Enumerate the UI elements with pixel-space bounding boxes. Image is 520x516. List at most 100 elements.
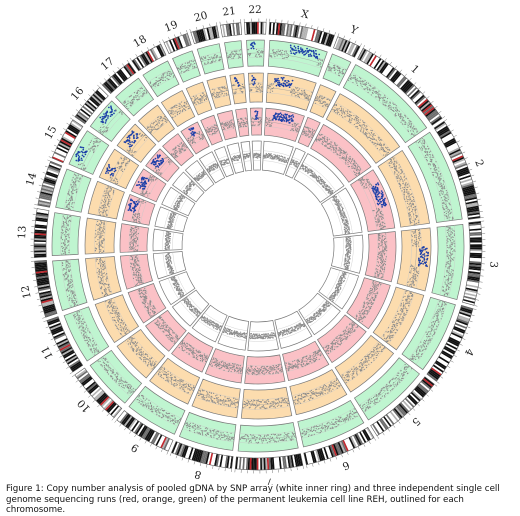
cn-point: [376, 402, 377, 403]
cn-point: [359, 170, 360, 171]
ideogram-tick: [67, 123, 70, 125]
cn-point: [382, 222, 383, 223]
cn-point: [436, 315, 437, 316]
cn-point: [402, 120, 403, 121]
cn-point: [381, 149, 382, 150]
cn-point: [340, 341, 341, 342]
cn-point: [402, 373, 403, 374]
ideogram-tick: [474, 309, 477, 310]
cn-point: [449, 246, 450, 247]
cn-point: [424, 346, 425, 347]
gain-point: [423, 259, 425, 261]
cn-point: [384, 151, 385, 152]
cn-point: [371, 304, 372, 305]
cn-point: [405, 124, 406, 125]
cn-point: [321, 184, 322, 185]
ideogram-tick: [47, 160, 50, 161]
cn-point: [382, 396, 383, 397]
cn-point: [376, 394, 377, 395]
cn-point: [369, 309, 370, 310]
cn-point: [338, 287, 339, 288]
cn-point: [342, 113, 343, 114]
cn-point: [387, 388, 388, 389]
cn-point: [411, 222, 412, 223]
cn-point: [362, 406, 363, 407]
cn-point: [404, 197, 405, 198]
cn-point: [442, 194, 443, 195]
cn-point: [349, 116, 350, 117]
cn-point: [452, 244, 453, 245]
cn-point: [444, 187, 445, 188]
cn-point: [337, 346, 338, 347]
cn-point: [336, 387, 337, 388]
cn-point: [297, 403, 298, 404]
cn-point: [438, 322, 439, 323]
cn-point: [379, 248, 380, 249]
cn-point: [372, 130, 373, 131]
cn-point: [295, 397, 296, 398]
cn-point: [352, 168, 353, 169]
cn-point: [446, 279, 447, 280]
cn-point: [340, 287, 341, 288]
cn-point: [369, 89, 370, 90]
cn-point: [367, 182, 368, 183]
cn-point: [437, 309, 438, 310]
cn-point: [373, 300, 374, 301]
cn-point: [372, 210, 373, 211]
cn-point: [449, 228, 450, 229]
cn-point: [408, 118, 409, 119]
cn-point: [369, 137, 370, 138]
cn-point: [303, 401, 304, 402]
cn-point: [349, 229, 350, 230]
cn-point: [364, 122, 365, 123]
cn-point: [385, 259, 386, 260]
cn-point: [363, 84, 364, 85]
cn-point: [380, 252, 381, 253]
cn-point: [395, 317, 396, 318]
ideogram-tick: [418, 404, 420, 406]
cn-point: [347, 227, 348, 228]
cn-point: [321, 143, 322, 144]
cn-point: [345, 267, 346, 268]
cn-point: [369, 90, 370, 91]
cn-point: [416, 244, 417, 245]
ideogram-tick: [60, 134, 63, 135]
cn-point: [337, 108, 338, 109]
cn-point: [413, 277, 414, 278]
cn-point: [321, 387, 322, 388]
ideogram-tick: [42, 317, 45, 318]
cn-point: [356, 318, 357, 319]
cn-point: [336, 382, 337, 383]
cn-point: [350, 238, 351, 239]
cn-point: [327, 306, 328, 307]
cn-point: [426, 334, 427, 335]
cn-point: [318, 432, 319, 433]
cn-point: [415, 276, 416, 277]
ideogram-tick: [465, 333, 468, 334]
cn-point: [307, 320, 308, 321]
cn-point: [392, 102, 393, 103]
cn-point: [313, 352, 314, 353]
cn-point: [407, 310, 408, 311]
cn-point: [341, 152, 342, 153]
cn-point: [420, 341, 421, 342]
cn-point: [437, 320, 438, 321]
cn-point: [398, 320, 399, 321]
cn-point: [419, 238, 420, 239]
cn-point: [375, 347, 376, 348]
cn-point: [441, 188, 442, 189]
cn-point: [414, 201, 415, 202]
cn-point: [360, 313, 361, 314]
cn-point: [401, 378, 402, 379]
cn-point: [365, 359, 366, 360]
cn-point: [329, 297, 330, 298]
cn-point: [391, 160, 392, 161]
ideogram-tick: [104, 78, 106, 80]
cn-point: [311, 392, 312, 393]
cn-point: [343, 153, 344, 154]
ring-segment-middle-inner-chr3: [365, 232, 396, 282]
cn-point: [365, 83, 366, 84]
cn-point: [414, 274, 415, 275]
cn-point: [397, 383, 398, 384]
cn-point: [315, 389, 316, 390]
